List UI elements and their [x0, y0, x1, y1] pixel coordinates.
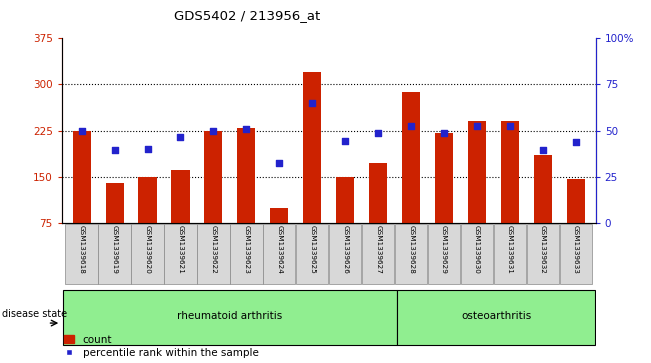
- Point: [307, 100, 318, 106]
- Bar: [567, 179, 585, 223]
- Bar: [238, 128, 255, 223]
- Text: GSM1339623: GSM1339623: [243, 225, 249, 274]
- Text: GSM1339629: GSM1339629: [441, 225, 447, 274]
- Text: GSM1339624: GSM1339624: [276, 225, 283, 274]
- Text: GSM1339620: GSM1339620: [145, 225, 150, 274]
- Bar: [303, 72, 322, 223]
- FancyBboxPatch shape: [197, 224, 230, 284]
- FancyBboxPatch shape: [329, 224, 361, 284]
- Point: [109, 147, 120, 153]
- Bar: [336, 177, 354, 223]
- FancyBboxPatch shape: [296, 224, 328, 284]
- Text: GSM1339632: GSM1339632: [540, 225, 546, 274]
- Point: [143, 146, 153, 152]
- FancyBboxPatch shape: [461, 224, 493, 284]
- Bar: [204, 131, 223, 223]
- FancyBboxPatch shape: [62, 290, 397, 346]
- Point: [538, 147, 548, 153]
- Text: GSM1339619: GSM1339619: [111, 225, 118, 274]
- Point: [340, 138, 350, 144]
- FancyBboxPatch shape: [560, 224, 592, 284]
- Bar: [369, 163, 387, 223]
- Point: [505, 123, 515, 129]
- Text: GSM1339630: GSM1339630: [474, 225, 480, 274]
- Text: osteoarthritis: osteoarthritis: [461, 311, 531, 321]
- Text: GSM1339633: GSM1339633: [573, 225, 579, 274]
- Text: disease state: disease state: [2, 309, 67, 319]
- Bar: [139, 177, 157, 223]
- FancyBboxPatch shape: [428, 224, 460, 284]
- Text: GSM1339618: GSM1339618: [79, 225, 85, 274]
- Bar: [435, 132, 453, 223]
- Point: [373, 130, 383, 135]
- Point: [175, 134, 186, 140]
- Bar: [534, 155, 552, 223]
- Bar: [468, 121, 486, 223]
- Legend: count, percentile rank within the sample: count, percentile rank within the sample: [64, 335, 258, 358]
- FancyBboxPatch shape: [395, 224, 427, 284]
- FancyBboxPatch shape: [263, 224, 296, 284]
- Point: [406, 123, 417, 129]
- Point: [274, 160, 284, 166]
- Bar: [105, 183, 124, 223]
- Text: GSM1339627: GSM1339627: [375, 225, 381, 274]
- Point: [472, 123, 482, 129]
- Text: GSM1339622: GSM1339622: [210, 225, 216, 274]
- Point: [241, 126, 251, 132]
- Bar: [171, 170, 189, 223]
- FancyBboxPatch shape: [230, 224, 262, 284]
- FancyBboxPatch shape: [98, 224, 131, 284]
- Bar: [402, 92, 420, 223]
- Text: rheumatoid arthritis: rheumatoid arthritis: [177, 311, 283, 321]
- Text: GSM1339621: GSM1339621: [178, 225, 184, 274]
- Text: GSM1339625: GSM1339625: [309, 225, 315, 274]
- Point: [76, 128, 87, 134]
- Point: [571, 139, 581, 145]
- Bar: [270, 208, 288, 223]
- FancyBboxPatch shape: [362, 224, 395, 284]
- FancyBboxPatch shape: [397, 290, 595, 346]
- Text: GSM1339626: GSM1339626: [342, 225, 348, 274]
- Bar: [72, 131, 90, 223]
- Bar: [501, 121, 519, 223]
- FancyBboxPatch shape: [132, 224, 163, 284]
- FancyBboxPatch shape: [527, 224, 559, 284]
- FancyBboxPatch shape: [66, 224, 98, 284]
- Text: GSM1339628: GSM1339628: [408, 225, 414, 274]
- Text: GSM1339631: GSM1339631: [507, 225, 513, 274]
- Point: [439, 130, 449, 135]
- Text: GDS5402 / 213956_at: GDS5402 / 213956_at: [174, 9, 320, 22]
- FancyBboxPatch shape: [494, 224, 526, 284]
- FancyBboxPatch shape: [164, 224, 197, 284]
- Point: [208, 128, 219, 134]
